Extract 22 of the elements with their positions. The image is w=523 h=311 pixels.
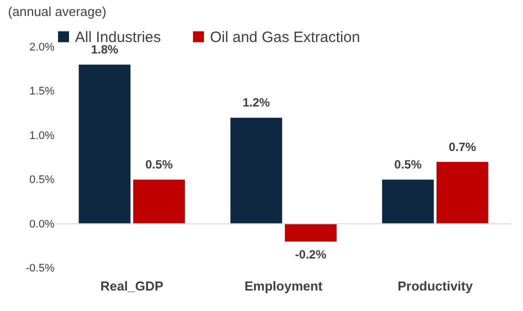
data-label: 0.5% — [145, 158, 174, 172]
bar — [230, 118, 282, 224]
bar — [133, 180, 185, 224]
y-tick-label: 1.0% — [29, 130, 55, 142]
data-label: -0.2% — [295, 247, 327, 262]
y-tick-label: 1.5% — [29, 86, 55, 98]
bar — [382, 180, 434, 224]
bar — [436, 162, 488, 224]
y-tick-label: 0.5% — [29, 174, 55, 186]
bar — [284, 224, 337, 242]
x-tick-label: Real_GDP — [100, 278, 164, 294]
x-tick-label: Employment — [244, 278, 324, 294]
data-label: 1.2% — [242, 96, 270, 110]
y-tick-label: 2.0% — [29, 42, 55, 54]
legend-label: Oil and Gas Extraction — [210, 28, 360, 46]
text: (annual average) — [8, 4, 106, 19]
data-label: 0.7% — [448, 140, 476, 154]
y-tick-label: 0.0% — [29, 218, 55, 230]
x-tick-label: Productivity — [398, 278, 474, 294]
data-label: 0.5% — [394, 158, 422, 172]
bar — [78, 64, 130, 224]
y-tick-label: -0.5% — [26, 262, 55, 274]
